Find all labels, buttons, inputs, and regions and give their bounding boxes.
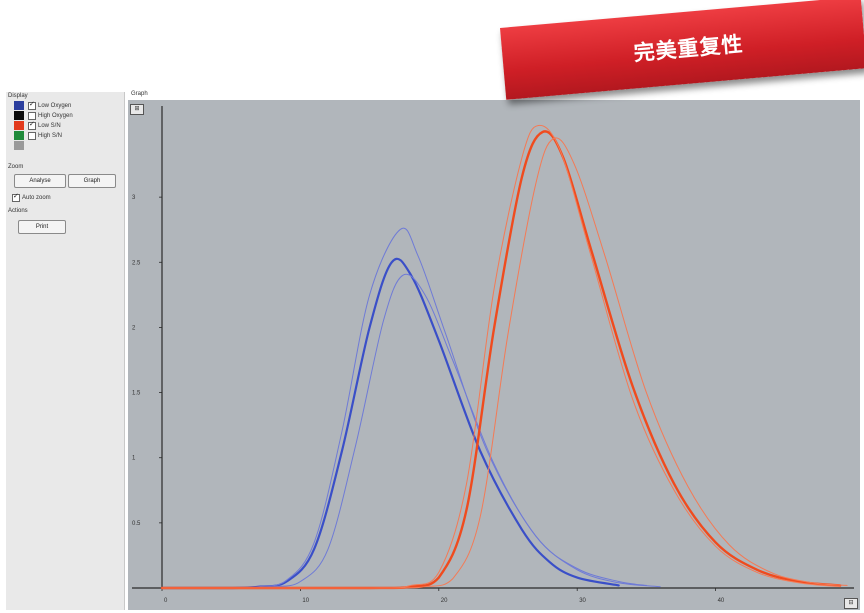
promo-banner: 完美重复性	[500, 0, 864, 100]
legend-checkbox[interactable]	[28, 111, 36, 120]
y-tick-label: 2	[132, 325, 136, 331]
series-line	[160, 130, 842, 590]
y-tick-label: 0.5	[132, 521, 141, 527]
auto-zoom-row[interactable]: Auto zoom	[12, 192, 51, 202]
print-button[interactable]: Print	[18, 220, 66, 234]
legend-label: Low S/N	[38, 122, 61, 129]
legend-item[interactable]: High S/N	[14, 131, 62, 140]
line-chart: 0.511.522.530 10 20 30 40	[132, 106, 854, 604]
legend-label: High Oxygen	[38, 112, 73, 119]
series-line	[161, 273, 661, 589]
legend-item[interactable]: High Oxygen	[14, 111, 73, 120]
graph-button[interactable]: Graph	[68, 174, 116, 188]
banner-text: 完美重复性	[632, 31, 745, 66]
graph-title: Graph	[131, 91, 148, 97]
series-line	[160, 257, 620, 590]
legend-color-swatch	[14, 131, 24, 140]
actions-group-label: Actions	[8, 208, 28, 214]
zoom-out-icon[interactable]: ⊟	[844, 598, 858, 609]
y-tick-label: 2.5	[132, 260, 141, 266]
legend-item[interactable]	[14, 141, 28, 150]
x-tick-label: 10	[302, 598, 309, 604]
x-tick-label: 20	[441, 598, 448, 604]
y-tick-label: 1.5	[132, 391, 141, 397]
legend-item[interactable]: Low S/N	[14, 120, 61, 130]
zoom-group-label: Zoom	[8, 164, 24, 170]
legend-item[interactable]: Low Oxygen	[14, 100, 72, 110]
auto-zoom-label: Auto zoom	[22, 195, 51, 201]
zoom-in-icon[interactable]: ⊞	[130, 104, 144, 115]
series-line	[161, 124, 841, 589]
x-tick-label: 0	[164, 598, 168, 604]
y-tick-label: 3	[132, 195, 136, 201]
legend-label: Low Oxygen	[38, 102, 72, 109]
series-line	[161, 137, 848, 589]
legend-color-swatch	[14, 101, 24, 110]
x-tick-label: 30	[579, 598, 586, 604]
legend-color-swatch	[14, 111, 24, 120]
legend-checkbox[interactable]	[28, 131, 36, 140]
display-group-label: Display	[8, 93, 28, 99]
x-tick-label: 40	[718, 598, 725, 604]
series-line	[161, 227, 647, 589]
legend-checkbox[interactable]	[28, 100, 36, 110]
control-panel: Display Low Oxygen High Oxygen Low S/N High…	[6, 92, 125, 610]
y-tick-label: 1	[132, 456, 136, 462]
legend-label: High S/N	[38, 132, 63, 139]
legend-color-swatch	[14, 121, 24, 130]
chart-area: 0.5 1 1.5 2 2.5 3 0 10 20 30 40 ⊞ ⊟	[128, 100, 860, 610]
analyse-button[interactable]: Analyse	[14, 174, 66, 188]
auto-zoom-checkbox[interactable]	[12, 192, 20, 202]
legend-checkbox[interactable]	[28, 120, 36, 130]
legend-color-swatch	[14, 141, 24, 150]
